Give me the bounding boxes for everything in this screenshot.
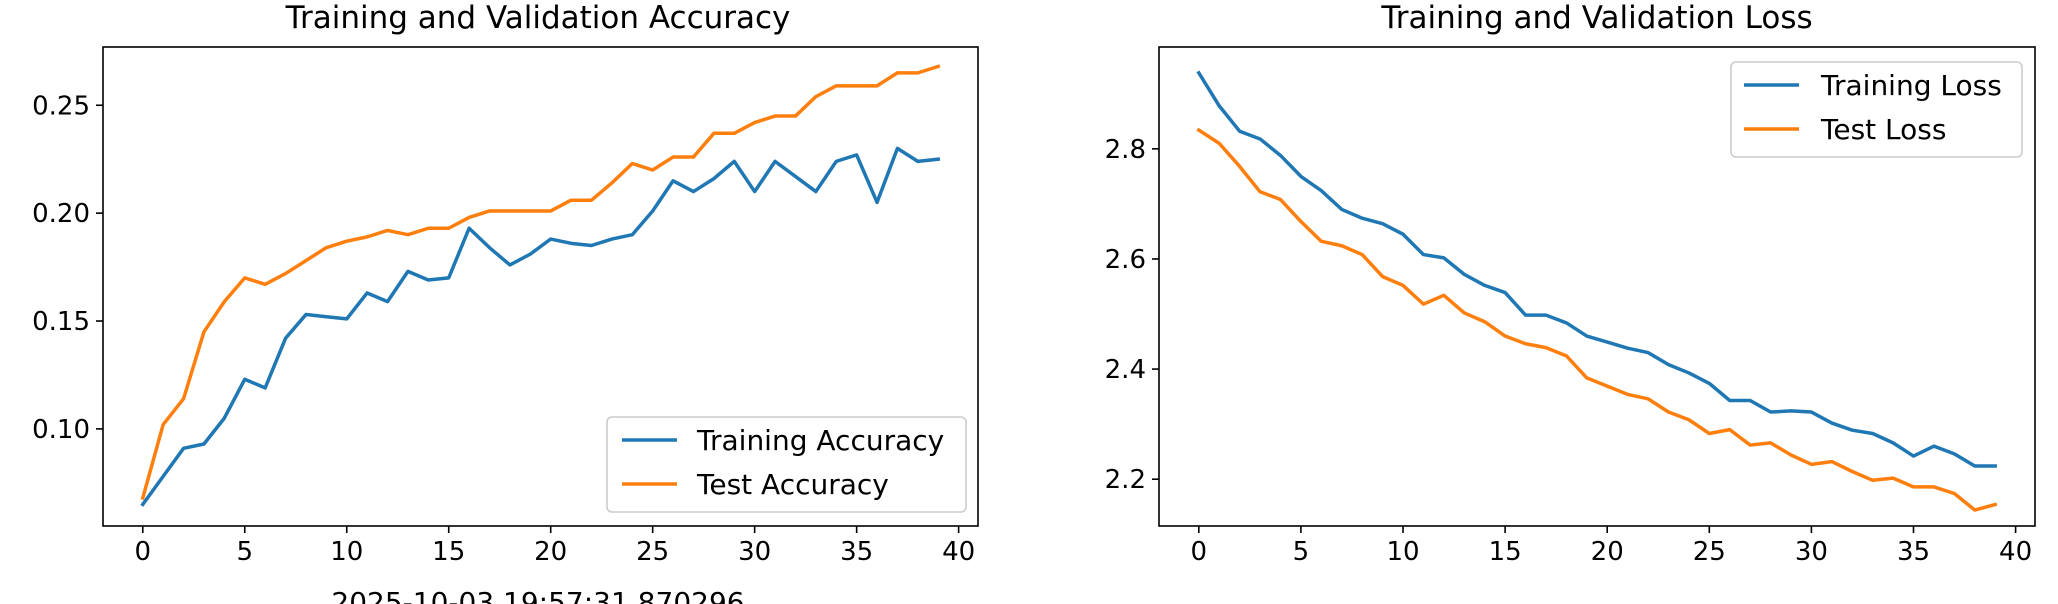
loss-series-line-training-loss	[1196, 70, 1997, 468]
accuracy-legend-label-test: Test Accuracy	[696, 468, 889, 501]
accuracy-chart-title: Training and Validation Accuracy	[285, 0, 791, 36]
loss-x-tick-label: 15	[1489, 537, 1522, 567]
loss-legend-label-training: Training Loss	[1820, 69, 2002, 102]
loss-x-tick-label: 30	[1795, 537, 1828, 567]
loss-series-line-test-loss	[1196, 127, 1998, 512]
loss-chart-frame	[1158, 46, 2036, 527]
loss-x-tick-label: 35	[1897, 537, 1930, 567]
loss-chart-legend: Training Loss Test Loss	[1730, 61, 2023, 158]
accuracy-legend-box	[606, 416, 967, 513]
accuracy-x-tick-label: 40	[942, 537, 975, 567]
accuracy-x-tick-label: 15	[432, 537, 465, 567]
accuracy-series-line-test-accuracy	[140, 64, 941, 501]
accuracy-x-tick-label: 20	[534, 537, 567, 567]
loss-y-tick-label: 2.8	[1105, 135, 1146, 165]
loss-y-tick-label: 2.2	[1105, 465, 1146, 495]
accuracy-y-tick-label: 0.15	[32, 307, 90, 337]
loss-x-tick-label: 40	[1999, 537, 2032, 567]
accuracy-series-line-training-accuracy	[140, 146, 941, 507]
footer-timestamp: 2025-10-03 19:57:31.870296	[331, 586, 744, 604]
accuracy-x-tick-label: 30	[738, 537, 771, 567]
accuracy-chart-ticks: 0 5 10 15 20 25 30 35 40 0.10 0.15 0.20 0.25	[32, 91, 975, 567]
accuracy-y-tick-label: 0.20	[32, 199, 90, 229]
accuracy-x-tick-label: 35	[840, 537, 873, 567]
accuracy-x-tick-label: 10	[330, 537, 363, 567]
loss-x-tick-label: 5	[1293, 537, 1310, 567]
loss-legend-label-test: Test Loss	[1820, 113, 1946, 146]
loss-x-tick-label: 10	[1386, 537, 1419, 567]
accuracy-legend-label-training: Training Accuracy	[696, 424, 944, 457]
accuracy-y-tick-label: 0.25	[32, 91, 90, 121]
loss-chart-title: Training and Validation Loss	[1380, 0, 1812, 36]
accuracy-x-tick-label: 25	[636, 537, 669, 567]
accuracy-chart-frame	[102, 46, 979, 527]
loss-chart-series	[1196, 70, 1998, 512]
accuracy-chart: Training and Validation Accuracy 0 5 10 15 2…	[32, 0, 979, 567]
loss-x-tick-label: 20	[1591, 537, 1624, 567]
loss-x-tick-label: 0	[1191, 537, 1208, 567]
accuracy-y-tick-label: 0.10	[32, 415, 90, 445]
loss-x-tick-label: 25	[1693, 537, 1726, 567]
loss-y-tick-label: 2.6	[1105, 245, 1146, 275]
loss-chart-ticks: 0 5 10 15 20 25 30 35 40 2.2 2.4 2.6 2.8	[1105, 135, 2033, 567]
accuracy-chart-legend: Training Accuracy Test Accuracy	[606, 416, 967, 513]
accuracy-x-tick-label: 0	[134, 537, 151, 567]
loss-y-tick-label: 2.4	[1105, 355, 1146, 385]
accuracy-x-tick-label: 5	[236, 537, 253, 567]
loss-legend-box	[1730, 61, 2023, 158]
accuracy-chart-series	[140, 64, 941, 507]
loss-chart: Training and Validation Loss 0 5 10 15 20 25 3…	[1105, 0, 2036, 567]
